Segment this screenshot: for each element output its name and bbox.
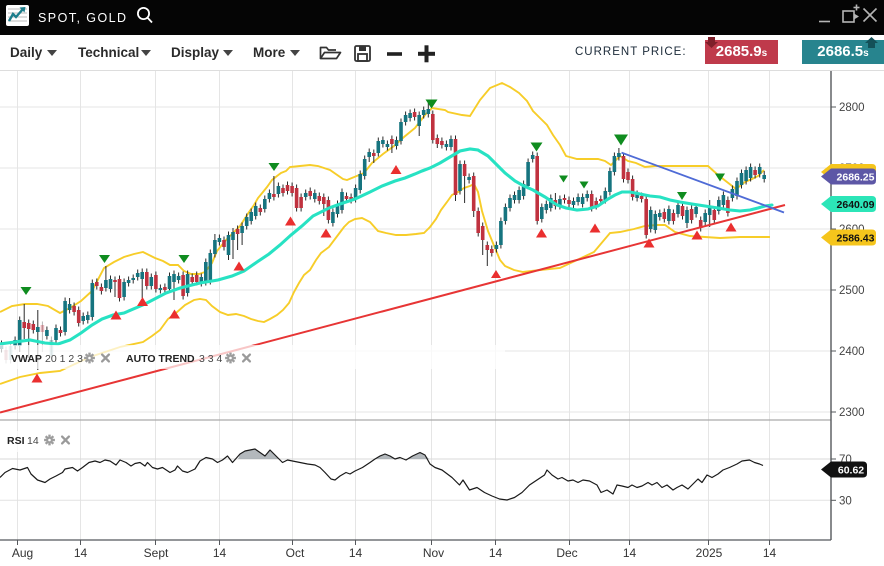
svg-text:2400: 2400 bbox=[839, 346, 865, 358]
svg-text:Nov: Nov bbox=[423, 546, 444, 560]
svg-text:Aug: Aug bbox=[12, 546, 33, 560]
svg-text:14: 14 bbox=[74, 546, 88, 560]
svg-text:20 1 2 3: 20 1 2 3 bbox=[45, 353, 83, 365]
svg-text:AUTO TREND: AUTO TREND bbox=[126, 353, 195, 365]
svg-text:Dec: Dec bbox=[556, 546, 577, 560]
svg-text:60.62: 60.62 bbox=[838, 465, 864, 477]
svg-text:RSI: RSI bbox=[7, 435, 25, 447]
svg-text:2300: 2300 bbox=[839, 407, 865, 419]
svg-text:14: 14 bbox=[213, 546, 227, 560]
svg-text:2640.09: 2640.09 bbox=[837, 199, 875, 211]
svg-text:2586.43: 2586.43 bbox=[837, 233, 875, 245]
svg-text:14: 14 bbox=[623, 546, 637, 560]
svg-text:14: 14 bbox=[489, 546, 503, 560]
svg-text:VWAP: VWAP bbox=[11, 353, 42, 365]
svg-text:14: 14 bbox=[349, 546, 363, 560]
svg-text:2686.25: 2686.25 bbox=[837, 172, 875, 184]
svg-text:14: 14 bbox=[27, 435, 39, 447]
svg-text:Oct: Oct bbox=[286, 546, 305, 560]
svg-text:2800: 2800 bbox=[839, 102, 865, 114]
svg-text:14: 14 bbox=[763, 546, 777, 560]
svg-text:2025: 2025 bbox=[696, 546, 723, 560]
svg-text:3 3 4: 3 3 4 bbox=[199, 353, 223, 365]
svg-text:Sept: Sept bbox=[144, 546, 169, 560]
svg-text:2500: 2500 bbox=[839, 285, 865, 297]
svg-text:30: 30 bbox=[839, 495, 852, 507]
